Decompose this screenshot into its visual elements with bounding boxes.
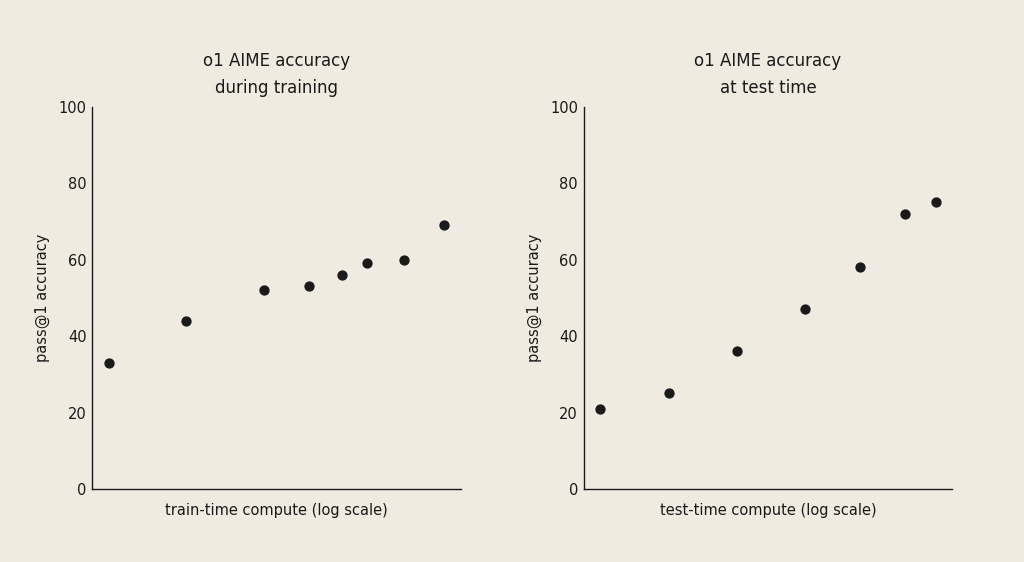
- Point: [256, 285, 272, 294]
- Y-axis label: pass@1 accuracy: pass@1 accuracy: [35, 234, 50, 362]
- Point: [396, 255, 413, 264]
- Point: [301, 282, 317, 291]
- Point: [729, 347, 745, 356]
- Point: [928, 198, 944, 207]
- Point: [358, 259, 375, 268]
- Point: [592, 404, 608, 413]
- Point: [178, 316, 195, 325]
- Point: [660, 389, 677, 398]
- Y-axis label: pass@1 accuracy: pass@1 accuracy: [526, 234, 542, 362]
- Point: [334, 270, 350, 279]
- X-axis label: test-time compute (log scale): test-time compute (log scale): [659, 504, 877, 518]
- Point: [797, 305, 813, 314]
- Title: o1 AIME accuracy
at test time: o1 AIME accuracy at test time: [694, 52, 842, 97]
- Point: [436, 221, 453, 230]
- Title: o1 AIME accuracy
during training: o1 AIME accuracy during training: [203, 52, 350, 97]
- Point: [897, 209, 913, 218]
- Point: [100, 359, 117, 368]
- X-axis label: train-time compute (log scale): train-time compute (log scale): [165, 504, 388, 518]
- Point: [852, 263, 868, 272]
